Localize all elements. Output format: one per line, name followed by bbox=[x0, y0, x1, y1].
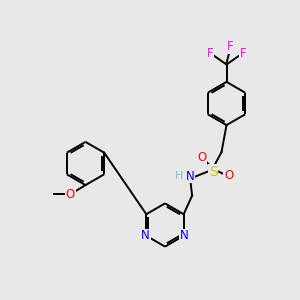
Text: N: N bbox=[186, 170, 194, 183]
Text: O: O bbox=[224, 169, 233, 182]
Text: O: O bbox=[66, 188, 75, 201]
Text: N: N bbox=[180, 229, 189, 242]
Text: F: F bbox=[227, 40, 233, 53]
Text: F: F bbox=[207, 46, 213, 60]
Text: O: O bbox=[197, 151, 206, 164]
Text: N: N bbox=[141, 229, 150, 242]
Text: H: H bbox=[175, 171, 183, 182]
Text: F: F bbox=[240, 46, 246, 60]
Text: S: S bbox=[209, 165, 218, 178]
